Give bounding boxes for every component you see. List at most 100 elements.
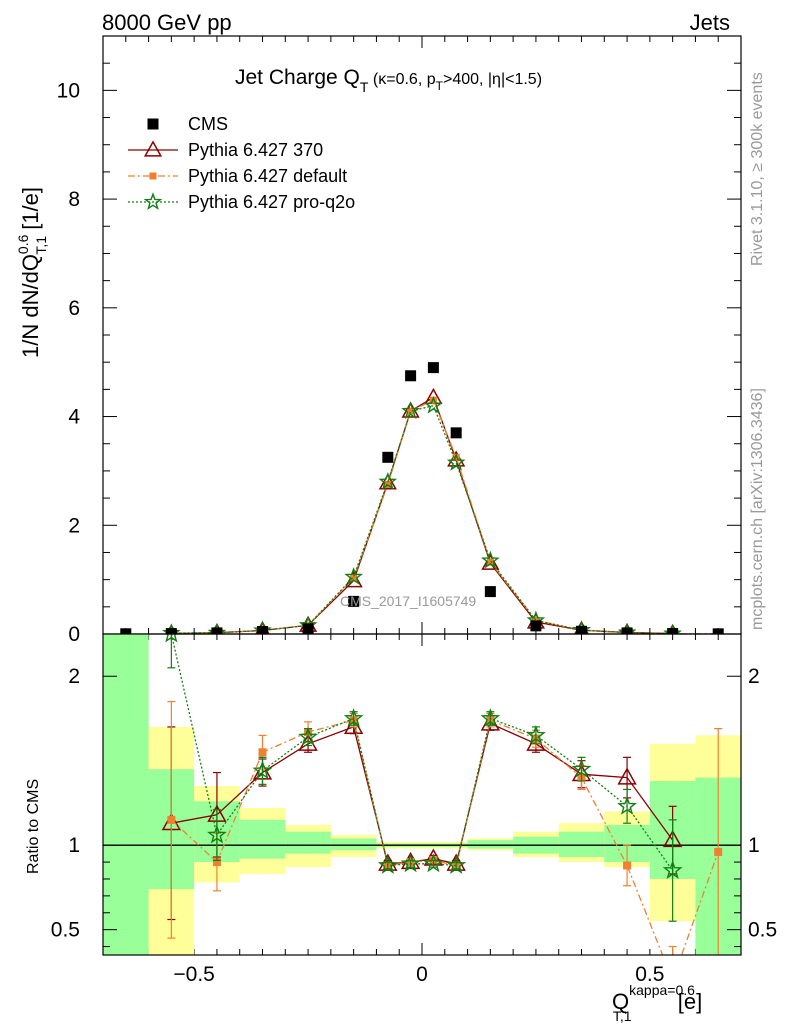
legend-marker (149, 172, 157, 180)
x-axis-label-sub: T,1 (613, 1008, 632, 1024)
cms-data-point (348, 595, 360, 607)
y-tick-label: 2 (68, 514, 80, 537)
watermark: CMS_2017_I1605749 (340, 593, 476, 609)
legend-item: Pythia 6.427 default (128, 166, 347, 186)
legend-marker (143, 192, 163, 210)
ratio-point (212, 858, 221, 867)
ratio-point (662, 860, 683, 879)
cms-data-point (450, 427, 462, 439)
ratio-point (165, 634, 178, 643)
ratio-point (480, 708, 501, 727)
header-right: Jets (690, 10, 730, 35)
legend-marker (147, 118, 159, 130)
rivet-label: Rivet 3.1.10, ≥ 300k events (749, 72, 766, 266)
ratio-point (400, 853, 421, 873)
x-axis-label: Qkappa=0.6 T,1 [e] (612, 982, 702, 1024)
series-point (446, 452, 466, 471)
y-tick-label: 0 (68, 623, 80, 646)
ratio-y-tick-label-right: 0.5 (748, 919, 777, 942)
ratio-point (206, 824, 227, 844)
series-line (171, 399, 719, 634)
ratio-y-tick-label-left: 2 (68, 665, 80, 688)
series-point (378, 471, 398, 490)
x-axis-label-unit: [e] (672, 989, 703, 1014)
legend-label: CMS (188, 114, 228, 134)
cms-data-point (382, 451, 394, 463)
legend-label: Pythia 6.427 default (188, 166, 347, 186)
plot-title-main-sub: T (360, 79, 369, 95)
cms-data-point (427, 362, 439, 374)
ratio-y-tick-label-right: 2 (748, 665, 760, 688)
series-point (617, 622, 637, 634)
series-point (480, 550, 500, 569)
ratio-point (423, 853, 444, 873)
y-axis-label-unit: [1/e] (18, 187, 43, 236)
legend-item: CMS (147, 114, 228, 134)
legend-marker (143, 140, 163, 157)
series-point (401, 401, 420, 420)
ratio-series-pythia-6-427-pro-q2o (165, 634, 683, 922)
legend: CMS Pythia 6.427 370 Pythia 6.427 default P… (128, 114, 355, 212)
cms-data-point (484, 586, 496, 598)
series-point (161, 623, 181, 634)
series-point (401, 401, 420, 418)
ratio-point (617, 767, 637, 785)
plot-title-main: Jet Charge Q (235, 66, 360, 89)
ratio-panel: −0.5 0 0.5 0.5 0.5 1 1 2 2 (51, 633, 777, 986)
ratio-point (617, 795, 638, 815)
ratio-line (170, 634, 674, 871)
y-axis-label-sup: 0.6 (15, 234, 31, 254)
legend-label: Pythia 6.427 pro-q2o (188, 192, 355, 212)
series-point (407, 407, 415, 415)
uncertainty-band-inner (239, 819, 286, 859)
series-point (486, 558, 494, 566)
ratio-point (343, 716, 364, 734)
y-tick-label: 4 (68, 406, 80, 429)
series-point (452, 453, 460, 461)
ratio-point (298, 726, 319, 746)
ratio-y-tick-label-left: 1 (68, 834, 80, 857)
ratio-series (161, 634, 723, 955)
uncertainty-band-inner (330, 838, 377, 851)
legend-item: Pythia 6.427 370 (128, 140, 323, 160)
ratio-y-tick-label-left: 0.5 (51, 919, 80, 942)
ratio-point (252, 760, 273, 780)
header-left: 8000 GeV pp (102, 10, 232, 35)
y-axis-label-sub: T,1 (33, 236, 49, 255)
uncertainty-band-inner (558, 831, 605, 858)
plot-title: Jet Charge QT (κ=0.6, pT>400, |η|<1.5) (235, 66, 542, 95)
series-point (344, 567, 364, 585)
x-axis-label-sup: kappa=0.6 (629, 982, 695, 998)
uncertainty-band-inner (103, 634, 149, 955)
y-axis-label-main: 1/N dN/dQ0.6 T,1 [1/e] (15, 187, 49, 358)
ratio-point (623, 861, 632, 870)
ratio-point (571, 758, 592, 778)
ratio-point (446, 855, 467, 874)
ratio-point (525, 724, 546, 744)
series-point (429, 396, 437, 404)
series-point (663, 623, 683, 634)
uncertainty-band-inner (467, 840, 514, 849)
x-tick-label: 0 (416, 963, 428, 986)
series-pythia-6-427-pro-q2o (161, 395, 683, 634)
ratio-point (258, 748, 267, 757)
y-tick-label: 10 (57, 79, 80, 102)
ratio-point (343, 708, 364, 727)
mcplots-label: mcplots.cern.ch [arXiv:1306.3436] (749, 388, 766, 630)
x-tick-label: 0.5 (635, 963, 664, 986)
plot-title-detail-sub: T (436, 79, 444, 93)
ratio-line (170, 719, 719, 955)
legend-item: Pythia 6.427 pro-q2o (128, 192, 355, 212)
plot-title-detail-open: (κ=0.6, p (368, 71, 435, 88)
x-tick-label: −0.5 (173, 963, 214, 986)
y-tick-label: 8 (68, 188, 80, 211)
legend-label: Pythia 6.427 370 (188, 140, 323, 160)
plot-title-detail-close: >400, |η|<1.5) (443, 71, 542, 88)
ratio-y-tick-label-right: 1 (748, 834, 760, 857)
y-axis-label-ratio: Ratio to CMS (25, 779, 42, 874)
x-axis-label-main: Q (612, 989, 629, 1014)
y-tick-label: 6 (68, 297, 80, 320)
series-line (171, 404, 673, 634)
cms-data-point (405, 370, 417, 382)
y-axis-label-prefix: 1/N dN/dQ (18, 254, 43, 358)
